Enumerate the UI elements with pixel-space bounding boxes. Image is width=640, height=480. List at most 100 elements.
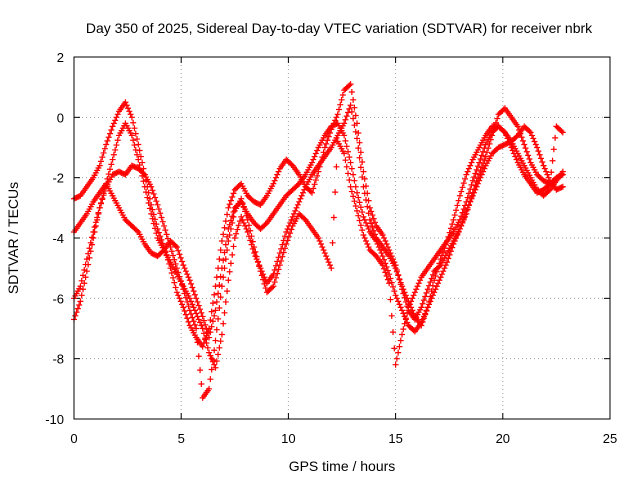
data-point <box>399 307 406 314</box>
data-point <box>189 284 196 291</box>
data-point <box>135 141 142 148</box>
data-point <box>312 150 319 157</box>
data-point <box>342 116 349 123</box>
data-point <box>92 222 99 229</box>
data-point <box>184 271 191 278</box>
data-point <box>175 292 182 299</box>
data-point <box>283 241 290 248</box>
data-point <box>216 256 223 263</box>
data-point <box>456 192 463 199</box>
data-point <box>401 320 408 327</box>
plot-frame <box>73 56 611 420</box>
series-track-1 <box>71 81 566 350</box>
data-point <box>341 150 348 157</box>
data-point <box>482 153 489 160</box>
data-point <box>226 268 233 275</box>
data-point <box>203 339 210 346</box>
data-point <box>182 311 189 318</box>
data-point <box>224 247 231 254</box>
data-point <box>185 318 192 325</box>
data-point <box>242 208 249 215</box>
data-point <box>85 261 92 268</box>
data-point <box>279 253 286 260</box>
data-point <box>218 238 225 245</box>
data-point <box>317 241 324 248</box>
data-point <box>458 188 465 195</box>
data-point <box>227 225 234 232</box>
data-point <box>218 283 225 290</box>
data-point <box>275 254 282 261</box>
data-point <box>215 351 222 358</box>
data-point <box>238 213 245 220</box>
data-point <box>191 291 198 298</box>
data-point <box>175 269 182 276</box>
data-point <box>108 161 115 168</box>
data-point <box>173 289 180 296</box>
data-point <box>274 171 281 178</box>
data-point <box>310 185 317 192</box>
data-point <box>274 258 281 265</box>
data-point <box>469 177 476 184</box>
data-point <box>211 312 218 319</box>
data-point <box>243 225 250 232</box>
data-point <box>447 225 454 232</box>
data-point <box>195 353 202 360</box>
data-point <box>213 274 220 281</box>
data-point <box>350 115 357 122</box>
data-point <box>346 105 353 112</box>
data-point <box>181 308 188 315</box>
data-point <box>509 147 516 154</box>
data-point <box>229 251 236 258</box>
data-point <box>465 201 472 208</box>
data-point <box>197 306 204 313</box>
data-point <box>392 292 399 299</box>
data-point <box>195 316 202 323</box>
y-tick-label: -10 <box>45 412 64 427</box>
data-point <box>154 201 161 208</box>
data-point <box>285 233 292 240</box>
data-point <box>128 132 135 139</box>
data-point <box>177 298 184 305</box>
data-point <box>128 114 135 121</box>
data-point <box>446 251 453 258</box>
data-point <box>513 133 520 140</box>
data-point <box>357 204 364 211</box>
data-point <box>199 325 206 332</box>
data-point <box>209 356 216 363</box>
data-point <box>348 108 355 115</box>
data-point <box>467 162 474 169</box>
data-point <box>96 162 103 169</box>
data-point <box>436 277 443 284</box>
data-point <box>191 307 198 314</box>
data-point <box>343 143 350 150</box>
data-point <box>114 111 121 118</box>
data-point <box>535 148 542 155</box>
data-point <box>212 337 219 344</box>
data-point <box>424 304 431 311</box>
data-point <box>455 197 462 204</box>
data-point <box>177 277 184 284</box>
data-point <box>350 171 357 178</box>
data-point <box>468 195 475 202</box>
data-point <box>472 170 479 177</box>
data-point <box>422 311 429 318</box>
data-point <box>188 311 195 318</box>
data-point <box>402 292 409 299</box>
data-point <box>130 137 137 144</box>
data-point <box>521 141 528 148</box>
data-point <box>525 152 532 159</box>
data-point <box>415 280 422 287</box>
data-point <box>200 317 207 324</box>
data-point <box>91 228 98 235</box>
data-point <box>181 265 188 272</box>
data-point <box>359 158 366 165</box>
data-point <box>186 295 193 302</box>
x-tick-label: 0 <box>70 431 77 446</box>
data-point <box>400 286 407 293</box>
data-point <box>229 193 236 200</box>
data-point <box>179 301 186 308</box>
data-point <box>168 269 175 276</box>
data-point <box>426 298 433 305</box>
data-point <box>203 326 210 333</box>
